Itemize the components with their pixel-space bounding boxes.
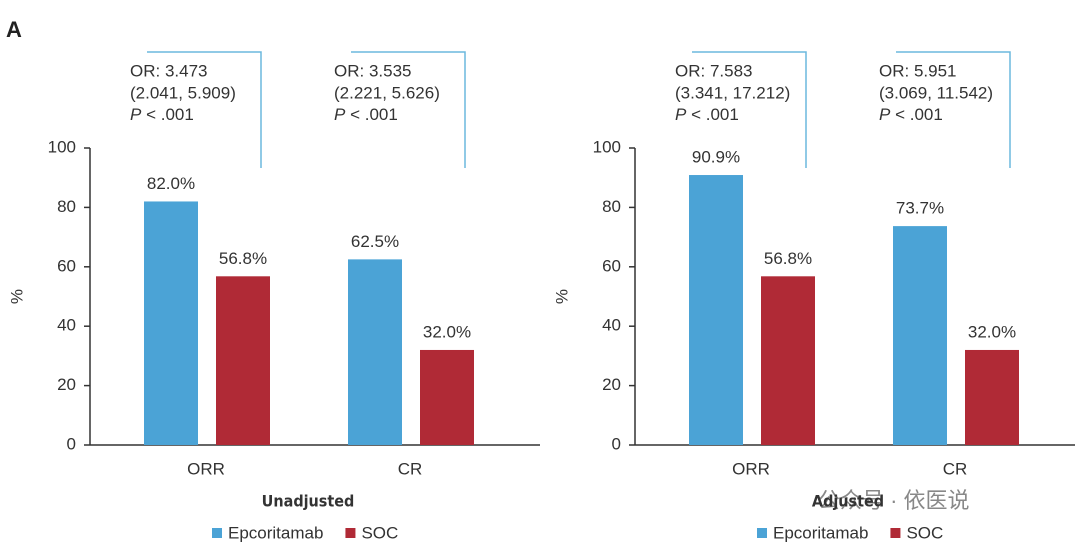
legend-swatch: [890, 528, 901, 538]
y-tick-label: 100: [593, 137, 621, 156]
y-tick-label: 20: [57, 375, 76, 394]
p-text: < .001: [350, 105, 398, 124]
y-tick-label: 60: [602, 256, 621, 275]
legend-label: SOC: [906, 523, 943, 542]
confidence-interval: (3.341, 17.212): [675, 83, 790, 102]
x-tick-label: ORR: [187, 459, 225, 478]
x-tick-label: CR: [398, 459, 423, 478]
odds-ratio: OR: 3.473: [130, 61, 208, 80]
bar: [144, 201, 198, 445]
bar: [420, 349, 474, 445]
p-symbol: P: [879, 105, 891, 124]
bar: [761, 276, 815, 445]
p-text: < .001: [895, 105, 943, 124]
value-label: 90.9%: [692, 148, 740, 167]
odds-ratio: OR: 3.535: [334, 61, 412, 80]
bar: [216, 276, 270, 445]
legend-swatch: [757, 528, 767, 538]
y-axis-label: %: [552, 289, 571, 304]
bar: [348, 259, 402, 445]
bar: [689, 175, 743, 446]
p-value: P < .001: [675, 105, 739, 124]
confidence-interval: (2.041, 5.909): [130, 83, 236, 102]
y-tick-label: 80: [57, 197, 76, 216]
value-label: 32.0%: [423, 322, 471, 341]
x-axis-label: Adjusted: [812, 492, 884, 511]
bracket: [692, 51, 807, 168]
legend-swatch: [345, 528, 356, 538]
p-value: P < .001: [334, 105, 398, 124]
odds-ratio: OR: 5.951: [879, 61, 957, 80]
p-symbol: P: [675, 105, 687, 124]
p-symbol: P: [334, 105, 346, 124]
confidence-interval: (3.069, 11.542): [879, 83, 993, 102]
y-tick-label: 60: [57, 256, 76, 275]
legend-label: Epcoritamab: [773, 523, 868, 542]
p-value: P < .001: [879, 105, 943, 124]
y-tick-label: 20: [602, 375, 621, 394]
y-tick-label: 0: [67, 434, 76, 453]
bracket: [896, 51, 1011, 168]
p-symbol: P: [130, 105, 142, 124]
p-text: < .001: [691, 105, 739, 124]
y-axis-label: %: [7, 289, 26, 304]
value-label: 56.8%: [764, 249, 812, 268]
y-tick-label: 80: [602, 197, 621, 216]
legend-label: Epcoritamab: [228, 523, 323, 542]
x-tick-label: ORR: [732, 459, 770, 478]
y-tick-label: 100: [48, 137, 76, 156]
bar: [893, 226, 947, 445]
value-label: 73.7%: [896, 199, 944, 218]
bar: [965, 349, 1019, 445]
confidence-interval: (2.221, 5.626): [334, 83, 440, 102]
legend-swatch: [212, 528, 222, 538]
value-label: 56.8%: [219, 249, 267, 268]
y-tick-label: 40: [602, 316, 621, 335]
value-label: 82.0%: [147, 174, 195, 193]
y-tick-label: 40: [57, 316, 76, 335]
value-label: 32.0%: [968, 322, 1016, 341]
panel-label: A: [6, 17, 22, 42]
bracket: [351, 51, 466, 168]
x-tick-label: CR: [943, 459, 968, 478]
value-label: 62.5%: [351, 232, 399, 251]
watermark: 公众号 · 依医说: [818, 488, 970, 513]
odds-ratio: OR: 7.583: [675, 61, 753, 80]
p-value: P < .001: [130, 105, 194, 124]
bracket: [147, 51, 262, 168]
p-text: < .001: [146, 105, 194, 124]
legend-label: SOC: [361, 523, 398, 542]
x-axis-label: Unadjusted: [262, 492, 355, 511]
y-tick-label: 0: [612, 434, 621, 453]
